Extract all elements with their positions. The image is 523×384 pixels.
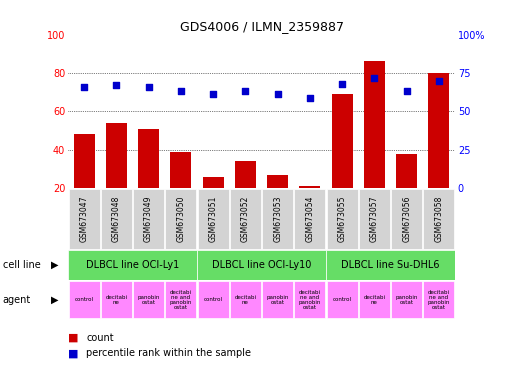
Bar bbox=[101, 281, 132, 318]
Text: GSM673052: GSM673052 bbox=[241, 196, 250, 242]
Text: ▶: ▶ bbox=[51, 295, 59, 305]
Text: DLBCL line OCI-Ly1: DLBCL line OCI-Ly1 bbox=[86, 260, 179, 270]
Text: panobin
ostat: panobin ostat bbox=[266, 295, 289, 305]
Text: GSM673056: GSM673056 bbox=[402, 195, 411, 242]
Point bbox=[112, 82, 120, 88]
Text: GSM673050: GSM673050 bbox=[176, 195, 185, 242]
Point bbox=[435, 78, 443, 84]
Point bbox=[274, 91, 282, 98]
Bar bbox=[396, 154, 417, 227]
Bar bbox=[197, 250, 326, 280]
Bar bbox=[230, 189, 261, 249]
Bar bbox=[235, 161, 256, 227]
Point bbox=[209, 91, 218, 98]
Point bbox=[80, 84, 88, 90]
Bar bbox=[424, 189, 454, 249]
Bar bbox=[133, 189, 164, 249]
Bar bbox=[138, 129, 159, 227]
Bar bbox=[359, 281, 390, 318]
Bar bbox=[69, 189, 99, 249]
Text: decitabi
ne: decitabi ne bbox=[234, 295, 256, 305]
Bar bbox=[101, 189, 132, 249]
Text: GSM673054: GSM673054 bbox=[305, 195, 314, 242]
Point bbox=[241, 88, 249, 94]
Bar bbox=[165, 189, 196, 249]
Bar bbox=[332, 94, 353, 227]
Point bbox=[338, 81, 346, 87]
Text: count: count bbox=[86, 333, 114, 343]
Bar bbox=[391, 189, 422, 249]
Bar bbox=[359, 189, 390, 249]
Bar bbox=[327, 281, 358, 318]
Bar bbox=[327, 189, 358, 249]
Bar bbox=[391, 281, 422, 318]
Title: GDS4006 / ILMN_2359887: GDS4006 / ILMN_2359887 bbox=[179, 20, 344, 33]
Text: GSM673053: GSM673053 bbox=[273, 195, 282, 242]
Bar bbox=[424, 281, 454, 318]
Bar bbox=[170, 152, 191, 227]
Point bbox=[144, 84, 153, 90]
Text: control: control bbox=[203, 297, 223, 302]
Text: GSM673057: GSM673057 bbox=[370, 195, 379, 242]
Bar bbox=[267, 175, 288, 227]
Text: control: control bbox=[75, 297, 94, 302]
Text: decitabi
ne: decitabi ne bbox=[363, 295, 385, 305]
Bar bbox=[262, 281, 293, 318]
Bar bbox=[230, 281, 261, 318]
Bar bbox=[133, 281, 164, 318]
Text: control: control bbox=[333, 297, 351, 302]
Text: ▶: ▶ bbox=[51, 260, 59, 270]
Point bbox=[403, 88, 411, 94]
Point bbox=[177, 88, 185, 94]
Text: panobin
ostat: panobin ostat bbox=[395, 295, 418, 305]
Bar bbox=[294, 281, 325, 318]
Bar bbox=[198, 189, 229, 249]
Text: percentile rank within the sample: percentile rank within the sample bbox=[86, 348, 251, 358]
Text: ■: ■ bbox=[68, 333, 78, 343]
Text: panobin
ostat: panobin ostat bbox=[138, 295, 160, 305]
Text: GSM673048: GSM673048 bbox=[112, 196, 121, 242]
Text: DLBCL line OCI-Ly10: DLBCL line OCI-Ly10 bbox=[212, 260, 311, 270]
Text: GSM673055: GSM673055 bbox=[338, 195, 347, 242]
Bar bbox=[428, 73, 449, 227]
Bar bbox=[165, 281, 196, 318]
Text: GSM673049: GSM673049 bbox=[144, 195, 153, 242]
Bar bbox=[106, 123, 127, 227]
Bar bbox=[69, 281, 99, 318]
Bar bbox=[198, 281, 229, 318]
Text: GSM673047: GSM673047 bbox=[79, 195, 88, 242]
Bar bbox=[294, 189, 325, 249]
Point bbox=[370, 74, 379, 81]
Text: decitabi
ne and
panobin
ostat: decitabi ne and panobin ostat bbox=[428, 290, 450, 310]
Text: GSM673051: GSM673051 bbox=[209, 196, 218, 242]
Bar bbox=[364, 61, 385, 227]
Text: cell line: cell line bbox=[3, 260, 40, 270]
Bar bbox=[202, 177, 224, 227]
Bar bbox=[299, 186, 321, 227]
Bar bbox=[68, 250, 197, 280]
Bar bbox=[262, 189, 293, 249]
Bar bbox=[326, 250, 455, 280]
Text: ■: ■ bbox=[68, 348, 78, 358]
Text: GSM673058: GSM673058 bbox=[435, 196, 444, 242]
Text: agent: agent bbox=[3, 295, 31, 305]
Text: decitabi
ne and
panobin
ostat: decitabi ne and panobin ostat bbox=[169, 290, 192, 310]
Text: decitabi
ne: decitabi ne bbox=[105, 295, 128, 305]
Bar bbox=[74, 134, 95, 227]
Point bbox=[305, 94, 314, 101]
Text: decitabi
ne and
panobin
ostat: decitabi ne and panobin ostat bbox=[299, 290, 321, 310]
Text: DLBCL line Su-DHL6: DLBCL line Su-DHL6 bbox=[341, 260, 440, 270]
